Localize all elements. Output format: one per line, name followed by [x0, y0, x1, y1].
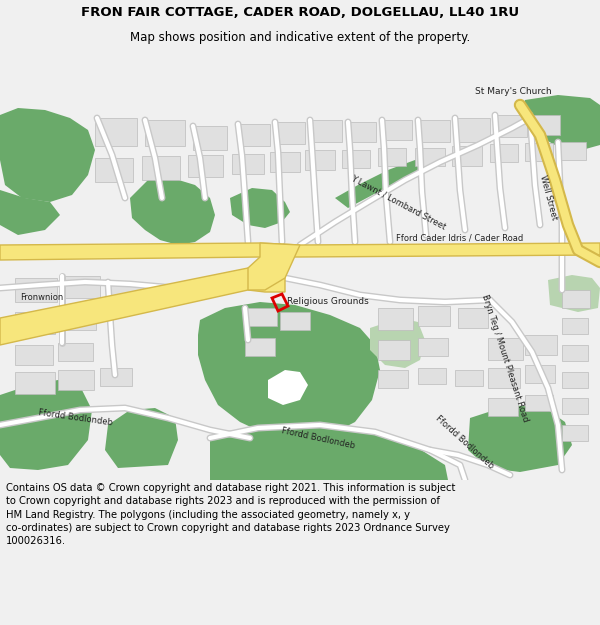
- Polygon shape: [520, 95, 600, 150]
- Bar: [245, 308, 277, 326]
- Polygon shape: [335, 160, 428, 208]
- Bar: [108, 282, 143, 302]
- Polygon shape: [0, 243, 600, 260]
- Bar: [15, 278, 57, 302]
- Polygon shape: [0, 380, 92, 470]
- Bar: [488, 398, 518, 416]
- Bar: [378, 370, 408, 388]
- Polygon shape: [370, 318, 425, 368]
- Bar: [378, 148, 406, 166]
- Bar: [525, 365, 555, 383]
- Text: Ffordd Bodlondeb: Ffordd Bodlondeb: [37, 408, 113, 428]
- Text: St Mary's Church: St Mary's Church: [475, 88, 552, 96]
- Bar: [525, 143, 553, 161]
- Bar: [418, 368, 446, 384]
- Polygon shape: [130, 178, 215, 245]
- Bar: [488, 338, 523, 360]
- Bar: [58, 370, 94, 390]
- Bar: [270, 152, 300, 172]
- Bar: [145, 120, 185, 146]
- Bar: [415, 148, 445, 166]
- Bar: [378, 340, 410, 360]
- Text: Well Street: Well Street: [538, 174, 558, 221]
- Text: Fford Cader Idris / Cader Road: Fford Cader Idris / Cader Road: [397, 234, 524, 242]
- Bar: [525, 335, 557, 355]
- Bar: [530, 115, 560, 135]
- Polygon shape: [210, 425, 448, 480]
- Text: Ffordd Bodlondeb: Ffordd Bodlondeb: [280, 426, 356, 450]
- Text: Fronwnion: Fronwnion: [20, 294, 64, 302]
- Bar: [305, 150, 335, 170]
- Bar: [490, 144, 518, 162]
- Text: Map shows position and indicative extent of the property.: Map shows position and indicative extent…: [130, 31, 470, 44]
- Bar: [418, 338, 448, 356]
- Polygon shape: [0, 268, 285, 345]
- Bar: [275, 122, 305, 144]
- Text: Ffordd Bodlondeb: Ffordd Bodlondeb: [434, 414, 496, 471]
- Polygon shape: [548, 275, 600, 312]
- Bar: [95, 118, 137, 146]
- Bar: [378, 308, 413, 330]
- Bar: [452, 146, 482, 166]
- Bar: [455, 118, 490, 142]
- Bar: [562, 398, 588, 414]
- Bar: [188, 155, 223, 177]
- Text: FRON FAIR COTTAGE, CADER ROAD, DOLGELLAU, LL40 1RU: FRON FAIR COTTAGE, CADER ROAD, DOLGELLAU…: [81, 6, 519, 19]
- Text: Religious Grounds: Religious Grounds: [287, 298, 369, 306]
- Bar: [142, 156, 180, 180]
- Polygon shape: [0, 108, 95, 202]
- Polygon shape: [248, 243, 300, 290]
- Bar: [562, 372, 588, 388]
- Bar: [495, 115, 527, 137]
- Bar: [558, 142, 586, 160]
- Bar: [280, 312, 310, 330]
- Bar: [100, 368, 132, 386]
- Bar: [15, 372, 55, 394]
- Text: Y Lawnt / Lombard Street: Y Lawnt / Lombard Street: [349, 173, 447, 231]
- Bar: [562, 290, 590, 308]
- Bar: [95, 158, 133, 182]
- Polygon shape: [268, 370, 308, 405]
- Polygon shape: [198, 302, 380, 440]
- Bar: [62, 276, 100, 298]
- Bar: [418, 306, 450, 326]
- Bar: [238, 124, 270, 146]
- Bar: [525, 395, 553, 411]
- Bar: [418, 120, 450, 142]
- Bar: [193, 126, 227, 150]
- Bar: [488, 368, 520, 388]
- Bar: [458, 308, 488, 328]
- Text: Bryn Teg / Mount Pleasant Road: Bryn Teg / Mount Pleasant Road: [480, 293, 530, 423]
- Bar: [562, 318, 588, 334]
- Bar: [342, 150, 370, 168]
- Bar: [60, 310, 96, 330]
- Bar: [348, 122, 376, 142]
- Bar: [562, 345, 588, 361]
- Polygon shape: [0, 190, 60, 235]
- Bar: [15, 345, 53, 365]
- Polygon shape: [230, 188, 290, 228]
- Polygon shape: [468, 405, 572, 472]
- Bar: [310, 120, 342, 142]
- Bar: [382, 120, 412, 140]
- Bar: [15, 312, 55, 334]
- Bar: [562, 425, 588, 441]
- Bar: [232, 154, 264, 174]
- Text: Contains OS data © Crown copyright and database right 2021. This information is : Contains OS data © Crown copyright and d…: [6, 483, 455, 546]
- Bar: [245, 338, 275, 356]
- Bar: [58, 343, 93, 361]
- Polygon shape: [105, 408, 178, 468]
- Bar: [455, 370, 483, 386]
